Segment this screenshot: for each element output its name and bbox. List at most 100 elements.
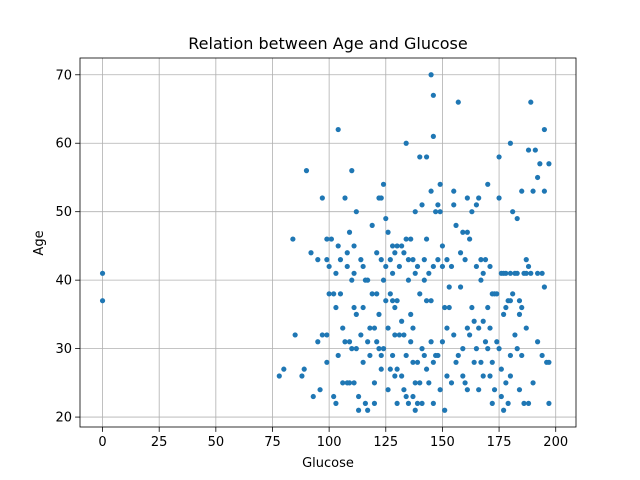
- data-point: [507, 298, 514, 304]
- data-point: [335, 243, 341, 249]
- data-point: [442, 304, 448, 311]
- data-point: [503, 380, 509, 386]
- data-point: [310, 393, 316, 400]
- data-point: [403, 393, 409, 400]
- data-point: [349, 346, 355, 352]
- data-point: [437, 387, 443, 393]
- data-point: [365, 339, 371, 345]
- data-point: [530, 188, 536, 194]
- data-point: [324, 236, 330, 242]
- data-point: [340, 325, 346, 331]
- data-point: [369, 291, 375, 297]
- data-point: [503, 270, 509, 276]
- data-point: [99, 298, 106, 304]
- data-point: [374, 250, 380, 256]
- data-point: [480, 270, 486, 276]
- data-point: [394, 400, 400, 406]
- data-point: [333, 304, 339, 311]
- data-point: [374, 291, 380, 297]
- data-point: [417, 291, 423, 297]
- data-point: [457, 250, 464, 256]
- data-point: [344, 250, 350, 256]
- data-point: [385, 387, 391, 393]
- data-point: [519, 188, 525, 194]
- data-point: [516, 298, 523, 304]
- data-point: [399, 318, 405, 324]
- data-point: [444, 257, 450, 263]
- data-point: [430, 400, 436, 406]
- data-point: [392, 373, 398, 379]
- data-point: [489, 359, 495, 365]
- data-point: [417, 380, 423, 386]
- data-point: [346, 380, 353, 386]
- data-point: [412, 380, 418, 386]
- chart-title: Relation between Age and Glucose: [188, 34, 467, 53]
- y-tick-label: 50: [55, 205, 72, 220]
- data-point: [494, 339, 500, 345]
- data-point: [496, 346, 502, 352]
- data-point: [353, 311, 359, 317]
- data-point: [389, 243, 396, 249]
- data-point: [362, 400, 368, 406]
- data-point: [367, 352, 373, 359]
- data-point: [482, 257, 489, 263]
- data-point: [457, 284, 464, 290]
- data-point: [376, 311, 382, 317]
- data-point: [403, 140, 409, 146]
- data-point: [380, 277, 387, 283]
- data-point: [387, 257, 393, 263]
- data-point: [326, 263, 332, 270]
- data-point: [324, 257, 330, 263]
- data-point: [489, 400, 495, 406]
- x-tick-label: 125: [373, 435, 398, 450]
- data-point: [501, 407, 507, 413]
- data-point: [546, 400, 552, 406]
- data-point: [462, 380, 468, 386]
- data-point: [546, 161, 552, 167]
- data-point: [439, 339, 446, 345]
- data-point: [435, 202, 441, 208]
- data-point: [482, 339, 489, 345]
- data-point: [389, 352, 396, 359]
- data-point: [525, 400, 532, 406]
- data-point: [507, 140, 514, 146]
- data-point: [353, 346, 359, 352]
- data-point: [396, 263, 402, 270]
- data-point: [401, 387, 407, 393]
- data-point: [349, 168, 355, 174]
- data-point: [448, 263, 455, 270]
- data-point: [539, 270, 545, 276]
- data-point: [405, 400, 412, 406]
- data-point: [399, 373, 405, 379]
- data-point: [358, 257, 364, 263]
- data-point: [378, 195, 384, 201]
- data-point: [469, 209, 475, 215]
- data-point: [546, 359, 552, 365]
- plot-frame: [79, 57, 577, 428]
- data-point: [371, 380, 378, 386]
- data-point: [473, 346, 480, 352]
- data-point: [480, 373, 486, 379]
- x-axis-label: Glucose: [302, 456, 354, 471]
- data-point: [417, 154, 423, 160]
- data-point: [521, 400, 527, 406]
- x-tick-label: 0: [98, 435, 106, 450]
- data-point: [503, 304, 509, 311]
- data-point: [410, 393, 416, 400]
- data-point: [428, 72, 434, 78]
- data-point: [426, 270, 432, 276]
- data-point: [426, 380, 432, 386]
- data-point: [392, 332, 398, 338]
- data-point: [337, 257, 344, 263]
- x-tick-label: 75: [264, 435, 281, 450]
- data-point: [523, 325, 529, 331]
- data-point: [419, 202, 425, 208]
- x-tick-label: 25: [151, 435, 168, 450]
- data-point: [412, 209, 418, 215]
- y-tick-label: 30: [55, 342, 72, 357]
- data-point: [326, 291, 332, 297]
- data-point: [496, 154, 502, 160]
- data-point: [414, 359, 421, 365]
- data-point: [351, 243, 357, 249]
- y-tick-label: 70: [55, 68, 72, 83]
